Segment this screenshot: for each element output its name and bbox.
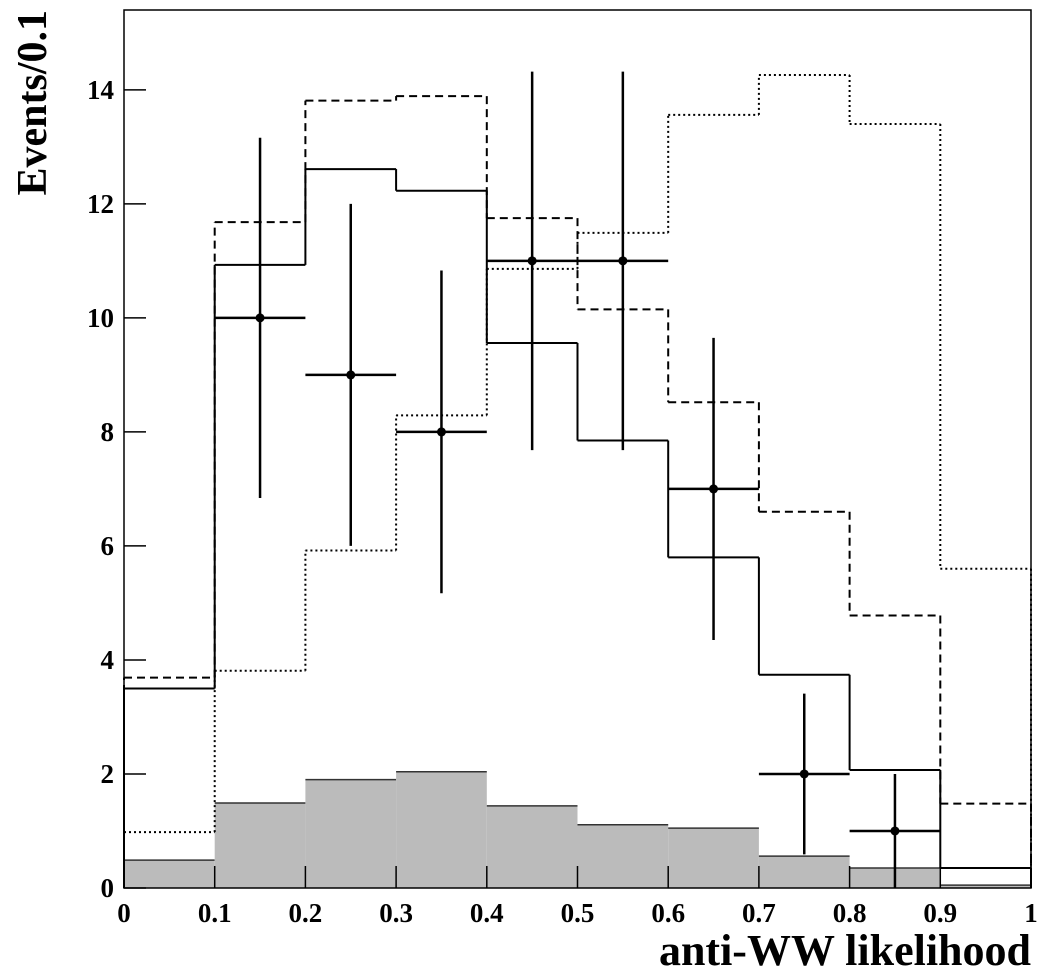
histogram-bar xyxy=(305,779,397,888)
x-tick-label: 0.7 xyxy=(742,898,776,928)
data-point xyxy=(527,256,537,266)
y-tick-label: 0 xyxy=(101,873,115,903)
x-tick-label: 0.4 xyxy=(470,898,504,928)
y-axis-title: Events/0.1 xyxy=(10,10,56,196)
y-tick-label: 4 xyxy=(101,645,115,675)
histogram-bar xyxy=(668,828,759,888)
y-tick-label: 2 xyxy=(101,759,115,789)
x-tick-label: 1 xyxy=(1024,898,1038,928)
y-tick-label: 12 xyxy=(87,189,114,219)
y-tick-label: 10 xyxy=(87,303,114,333)
x-tick-label: 0 xyxy=(117,898,131,928)
data-point xyxy=(709,484,719,494)
histogram-bar xyxy=(486,805,578,888)
histogram-bar xyxy=(758,856,850,888)
histogram-bar xyxy=(940,885,1031,888)
x-tick-label: 0.2 xyxy=(289,898,323,928)
y-tick-label: 8 xyxy=(101,417,115,447)
x-tick-label: 0.5 xyxy=(561,898,595,928)
x-tick-label: 0.8 xyxy=(833,898,867,928)
x-axis-title: anti-WW likelihood xyxy=(659,926,1031,972)
data-point xyxy=(890,826,900,836)
x-tick-label: 0.9 xyxy=(923,898,957,928)
data-point xyxy=(436,427,446,437)
y-tick-label: 6 xyxy=(101,531,115,561)
data-point xyxy=(799,769,809,779)
y-tick-label: 14 xyxy=(87,75,114,105)
x-tick-label: 0.6 xyxy=(651,898,685,928)
x-tick-label: 0.3 xyxy=(379,898,413,928)
data-point xyxy=(346,370,356,380)
x-tick-label: 0.1 xyxy=(198,898,232,928)
data-point xyxy=(255,313,265,323)
histogram-bar xyxy=(396,771,487,888)
histogram-bar xyxy=(577,824,669,888)
histogram-bar xyxy=(124,860,215,888)
data-point xyxy=(618,256,628,266)
histogram-bar xyxy=(214,803,306,888)
